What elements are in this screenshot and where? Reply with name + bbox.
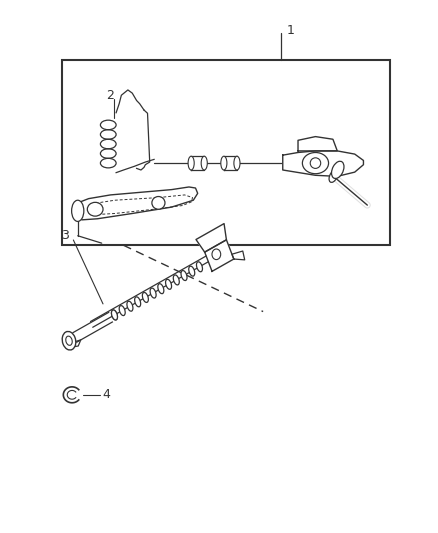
Ellipse shape <box>127 301 133 311</box>
Ellipse shape <box>173 275 179 285</box>
Ellipse shape <box>233 156 240 170</box>
Polygon shape <box>297 136 336 151</box>
Ellipse shape <box>119 305 125 316</box>
Ellipse shape <box>87 203 103 216</box>
Ellipse shape <box>212 249 220 260</box>
Ellipse shape <box>310 158 320 168</box>
Ellipse shape <box>328 170 337 182</box>
Ellipse shape <box>158 284 163 294</box>
Ellipse shape <box>152 197 165 209</box>
Ellipse shape <box>196 262 202 272</box>
Polygon shape <box>191 156 204 170</box>
Ellipse shape <box>302 152 328 174</box>
Polygon shape <box>231 251 244 260</box>
Ellipse shape <box>150 288 156 298</box>
Ellipse shape <box>331 161 343 179</box>
Ellipse shape <box>201 156 207 170</box>
Text: 3: 3 <box>61 229 69 242</box>
Ellipse shape <box>134 297 140 307</box>
Ellipse shape <box>187 156 194 170</box>
Ellipse shape <box>188 266 194 276</box>
Text: 2: 2 <box>106 89 114 102</box>
Text: 4: 4 <box>102 389 110 401</box>
Ellipse shape <box>220 156 226 170</box>
Ellipse shape <box>111 310 117 320</box>
Bar <box>62 60 389 245</box>
Ellipse shape <box>180 271 187 280</box>
Ellipse shape <box>71 200 84 221</box>
FancyArrowPatch shape <box>335 178 364 203</box>
Polygon shape <box>74 187 197 220</box>
Ellipse shape <box>111 310 117 320</box>
Polygon shape <box>223 156 237 170</box>
Ellipse shape <box>66 336 72 345</box>
Ellipse shape <box>62 332 76 350</box>
Polygon shape <box>282 151 363 176</box>
Polygon shape <box>195 224 226 252</box>
Text: 1: 1 <box>286 23 294 37</box>
Ellipse shape <box>142 293 148 302</box>
Polygon shape <box>204 240 233 271</box>
Ellipse shape <box>165 279 171 289</box>
